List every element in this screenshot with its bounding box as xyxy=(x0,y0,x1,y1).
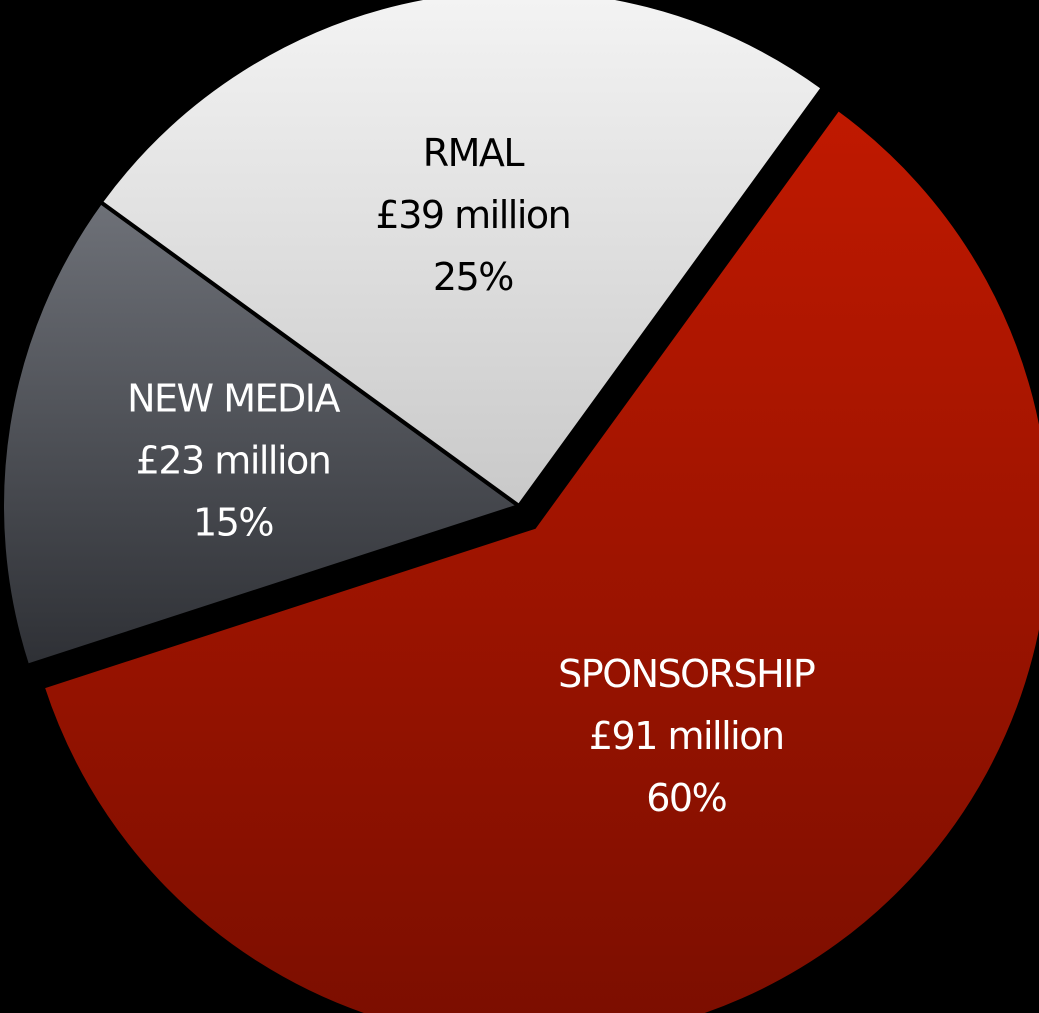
slice-label-group-sponsorship: SPONSORSHIP £91 million 60% xyxy=(558,652,816,820)
slice-label-group-rmal: RMAL £39 million 25% xyxy=(376,131,572,299)
pie-slice-sponsorship xyxy=(40,105,1039,1013)
pie-labels: SPONSORSHIP £91 million 60% NEW MEDIA £23 mi… xyxy=(127,131,816,820)
pie-slice-rmal xyxy=(97,0,826,509)
slice-amount-label: £23 million xyxy=(136,439,331,483)
slice-amount-label: £91 million xyxy=(589,714,784,758)
slice-amount-label: £39 million xyxy=(376,193,571,237)
slice-name-label: RMAL xyxy=(423,131,525,175)
slice-label-group-new-media: NEW MEDIA £23 million 15% xyxy=(127,377,342,545)
slice-percent-label: 25% xyxy=(433,255,513,299)
pie-slice-new-media xyxy=(0,199,524,669)
slice-percent-label: 60% xyxy=(646,776,726,820)
slice-name-label: SPONSORSHIP xyxy=(558,652,815,696)
slice-percent-label: 15% xyxy=(193,501,273,545)
slice-name-label: NEW MEDIA xyxy=(127,377,340,421)
